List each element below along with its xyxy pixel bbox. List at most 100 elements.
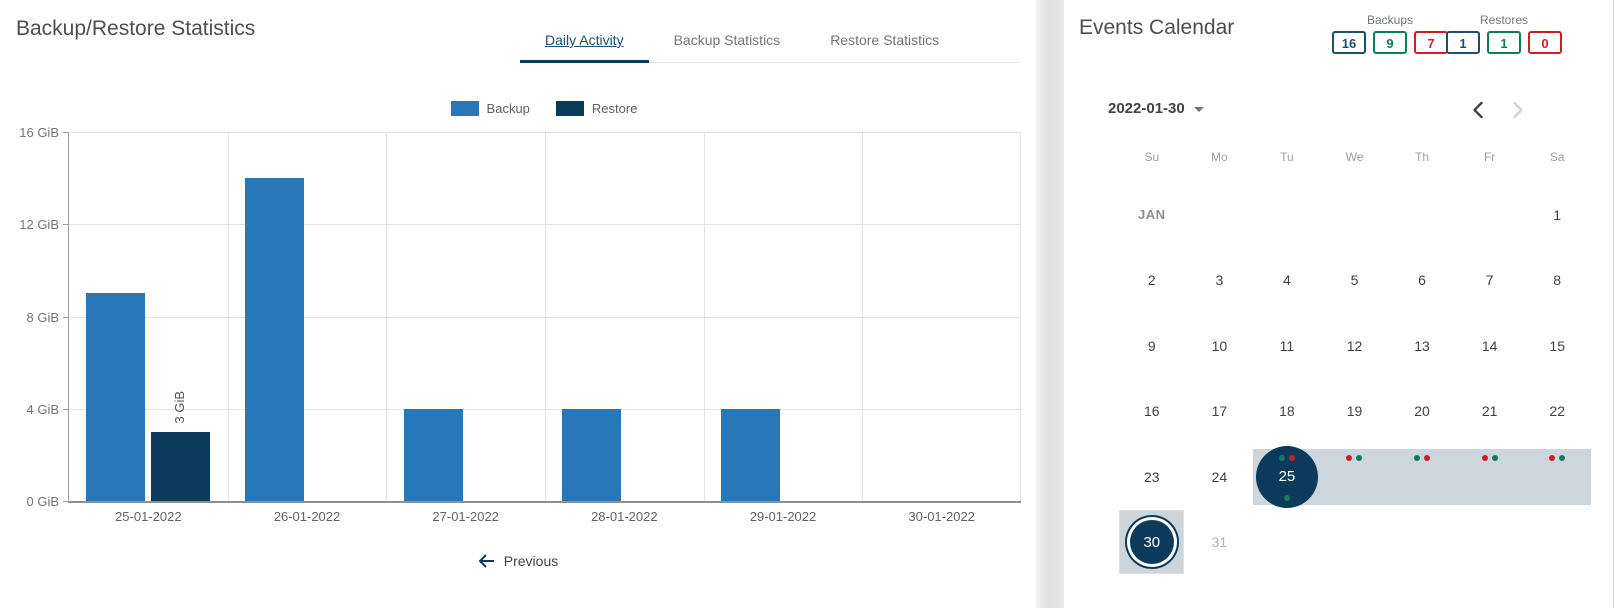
counter-group-backups: Backups 16 9 7 bbox=[1332, 13, 1448, 54]
calendar-day-20[interactable]: 20 bbox=[1388, 379, 1456, 445]
y-axis-tick bbox=[63, 501, 69, 502]
selected-day-circle: 25 bbox=[1255, 445, 1318, 508]
calendar-empty-cell bbox=[1388, 510, 1456, 576]
counter-label: Backups bbox=[1366, 13, 1414, 27]
day-number: 31 bbox=[1211, 534, 1228, 551]
calendar-day-7[interactable]: 7 bbox=[1456, 248, 1524, 314]
event-dot-red bbox=[1424, 455, 1431, 461]
x-axis-label: 27-01-2022 bbox=[432, 509, 499, 524]
bar-backup-29-01-2022[interactable] bbox=[721, 408, 780, 501]
count-badge-navy: 1 bbox=[1446, 31, 1480, 54]
legend-label: Restore bbox=[591, 101, 638, 116]
event-dots-top bbox=[1388, 455, 1456, 461]
calendar-day-14[interactable]: 14 bbox=[1456, 313, 1524, 379]
y-axis-tick-label: 12 GiB bbox=[19, 217, 59, 233]
calendar-day-17[interactable]: 17 bbox=[1186, 379, 1254, 445]
gridline-vertical bbox=[545, 132, 546, 501]
calendar-month-label-cell: JAN bbox=[1118, 182, 1186, 248]
calendar-day-8[interactable]: 8 bbox=[1523, 248, 1591, 314]
y-axis-tick bbox=[63, 132, 69, 133]
tab-backup-statistics[interactable]: Backup Statistics bbox=[673, 32, 781, 48]
x-axis-label: 25-01-2022 bbox=[115, 509, 182, 524]
calendar-day-16[interactable]: 16 bbox=[1118, 379, 1186, 445]
event-dots-bottom bbox=[1253, 494, 1321, 501]
event-dot-green bbox=[1356, 455, 1363, 461]
chart-legend: Backup Restore bbox=[68, 101, 1020, 116]
y-axis-tick bbox=[63, 408, 69, 410]
bar-backup-28-01-2022[interactable] bbox=[562, 408, 622, 501]
day-number: 25 bbox=[1278, 468, 1296, 486]
calendar-day-30[interactable]: 30 bbox=[1118, 509, 1186, 576]
calendar-day-6[interactable]: 6 bbox=[1388, 248, 1456, 314]
count-badge-green: 9 bbox=[1373, 31, 1407, 54]
day-number: 24 bbox=[1211, 468, 1228, 485]
day-number: 1 bbox=[1553, 206, 1562, 223]
day-number: 29 bbox=[1549, 468, 1565, 485]
y-axis-tick bbox=[63, 224, 69, 226]
y-axis-tick-label: 0 GiB bbox=[26, 494, 59, 509]
calendar-day-19[interactable]: 19 bbox=[1321, 379, 1389, 445]
event-dot-red bbox=[1346, 455, 1353, 461]
calendar-empty-cell bbox=[1456, 182, 1524, 248]
panel-divider bbox=[1036, 0, 1064, 608]
event-dot-green bbox=[1278, 455, 1285, 461]
counter-label: Restores bbox=[1479, 13, 1529, 27]
counter-group-restores: Restores 1 1 0 bbox=[1446, 13, 1562, 54]
x-axis-label: 30-01-2022 bbox=[908, 509, 975, 524]
event-dots-top bbox=[1321, 455, 1389, 461]
arrow-left-icon bbox=[478, 553, 495, 569]
bar-backup-27-01-2022[interactable] bbox=[403, 408, 463, 501]
day-number: 12 bbox=[1346, 337, 1363, 354]
calendar-day-21[interactable]: 21 bbox=[1456, 379, 1524, 445]
bar-backup-26-01-2022[interactable] bbox=[245, 178, 304, 501]
event-dot-green bbox=[1283, 494, 1290, 501]
calendar-prev-button[interactable] bbox=[1468, 100, 1488, 120]
calendar-day-4[interactable]: 4 bbox=[1253, 248, 1321, 314]
y-axis-tick-label: 8 GiB bbox=[26, 309, 59, 325]
calendar-next-button[interactable] bbox=[1508, 100, 1528, 120]
tab-restore-statistics[interactable]: Restore Statistics bbox=[830, 32, 940, 48]
calendar-day-11[interactable]: 11 bbox=[1253, 313, 1321, 379]
gridline-vertical bbox=[227, 132, 229, 501]
calendar-day-28[interactable]: 28 bbox=[1455, 444, 1524, 510]
calendar-day-9[interactable]: 9 bbox=[1118, 313, 1186, 379]
calendar-day-24[interactable]: 24 bbox=[1186, 444, 1254, 510]
daily-activity-chart: 0 GiB 4 GiB 8 GiB 12 GiB 16 GiB 3 GiB 25-01-20… bbox=[19, 125, 1021, 524]
calendar-day-10[interactable]: 10 bbox=[1186, 313, 1254, 379]
calendar-day-2[interactable]: 2 bbox=[1118, 248, 1186, 314]
previous-button-label: Previous bbox=[503, 553, 559, 569]
bar-backup-25-01-2022[interactable] bbox=[86, 293, 146, 501]
day-number: 18 bbox=[1279, 403, 1295, 420]
page-title: Backup/Restore Statistics bbox=[16, 17, 256, 40]
calendar-empty-cell bbox=[1388, 182, 1456, 248]
calendar-day-22[interactable]: 22 bbox=[1523, 379, 1591, 445]
date-selector[interactable]: 2022-01-30 bbox=[1108, 100, 1204, 117]
calendar-day-31[interactable]: 31 bbox=[1186, 510, 1254, 576]
calendar-day-5[interactable]: 5 bbox=[1321, 248, 1389, 314]
calendar-day-29[interactable]: 29 bbox=[1523, 444, 1591, 510]
calendar-day-3[interactable]: 3 bbox=[1186, 248, 1254, 314]
calendar-day-18[interactable]: 18 bbox=[1253, 379, 1321, 445]
x-axis-label: 29-01-2022 bbox=[749, 509, 817, 524]
weekday-header: Th bbox=[1415, 150, 1430, 164]
calendar-day-23[interactable]: 23 bbox=[1118, 444, 1186, 510]
previous-button[interactable]: Previous bbox=[478, 553, 558, 569]
calendar-day-1[interactable]: 1 bbox=[1523, 182, 1591, 248]
calendar-day-27[interactable]: 27 bbox=[1388, 444, 1456, 510]
calendar-day-15[interactable]: 15 bbox=[1523, 313, 1591, 379]
event-dot-green bbox=[1559, 455, 1566, 461]
calendar-day-25[interactable]: 25 bbox=[1253, 444, 1321, 510]
calendar-day-26[interactable]: 26 bbox=[1320, 444, 1389, 510]
count-badge-red: 0 bbox=[1528, 31, 1562, 54]
legend-label: Backup bbox=[486, 101, 530, 116]
calendar-day-12[interactable]: 12 bbox=[1321, 313, 1389, 379]
calendar-day-13[interactable]: 13 bbox=[1388, 313, 1456, 379]
pagination-row: Previous bbox=[0, 553, 1036, 569]
day-number: 23 bbox=[1143, 468, 1160, 485]
bar-restore-25-01-2022[interactable] bbox=[151, 431, 211, 501]
tab-daily-activity[interactable]: Daily Activity bbox=[520, 18, 649, 63]
day-number: 16 bbox=[1143, 403, 1160, 420]
legend-swatch-backup bbox=[450, 101, 479, 116]
day-number: 30 bbox=[1143, 533, 1161, 551]
